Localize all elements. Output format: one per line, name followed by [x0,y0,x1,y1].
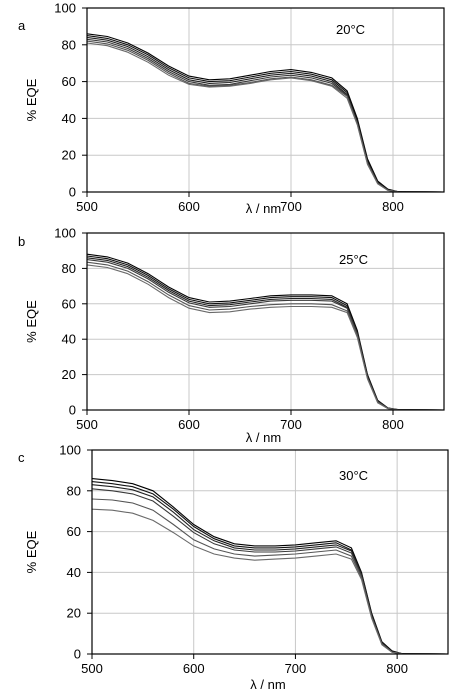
y-axis-title: % EQE [24,300,39,343]
series-line [86,264,445,411]
series-line [91,488,449,655]
series-line [86,255,445,411]
x-tick-label: 500 [76,199,98,214]
y-tick-label: 60 [62,74,76,89]
series-line [86,261,445,411]
y-tick-label: 80 [62,37,76,52]
series-line [86,259,445,411]
series-line [86,36,445,193]
y-tick-label: 80 [67,483,81,498]
y-tick-label: 80 [62,261,76,276]
x-axis-title: λ / nm [246,201,281,216]
series-line [91,478,449,655]
y-tick-label: 100 [54,1,76,16]
plot-frame [86,7,445,193]
series-line [86,40,445,193]
x-tick-label: 600 [178,417,200,432]
plot-frame [91,449,449,655]
y-tick-label: 20 [62,148,76,163]
y-tick-label: 60 [67,524,81,539]
x-tick-label: 500 [76,417,98,432]
y-tick-label: 100 [59,443,81,458]
x-tick-label: 700 [285,661,307,676]
series-line [91,484,449,655]
y-tick-label: 0 [74,647,81,662]
plot-frame [86,232,445,411]
y-axis-title: % EQE [24,78,39,121]
x-tick-label: 500 [81,661,103,676]
temperature-label: 25°C [339,252,368,267]
y-tick-label: 0 [69,403,76,418]
series-line [86,38,445,193]
x-tick-label: 800 [386,661,408,676]
x-axis-title: λ / nm [246,430,281,445]
series-line [86,33,445,193]
x-axis-title: λ / nm [250,677,285,692]
y-tick-label: 40 [62,332,76,347]
x-tick-label: 800 [382,417,404,432]
y-tick-label: 0 [69,185,76,200]
y-tick-label: 40 [67,565,81,580]
x-tick-label: 600 [178,199,200,214]
temperature-label: 30°C [339,468,368,483]
panel-label: a [18,18,26,33]
x-tick-label: 600 [183,661,205,676]
series-line [86,42,445,193]
panel-label: b [18,234,25,249]
panel-label: c [18,450,25,465]
series-line [91,508,449,655]
y-tick-label: 60 [62,296,76,311]
y-tick-label: 40 [62,111,76,126]
temperature-label: 20°C [336,22,365,37]
y-tick-label: 100 [54,226,76,241]
y-tick-label: 20 [67,606,81,621]
series-line [91,498,449,655]
x-tick-label: 800 [382,199,404,214]
x-tick-label: 700 [280,199,302,214]
x-tick-label: 700 [280,417,302,432]
y-tick-label: 20 [62,367,76,382]
y-axis-title: % EQE [24,530,39,573]
